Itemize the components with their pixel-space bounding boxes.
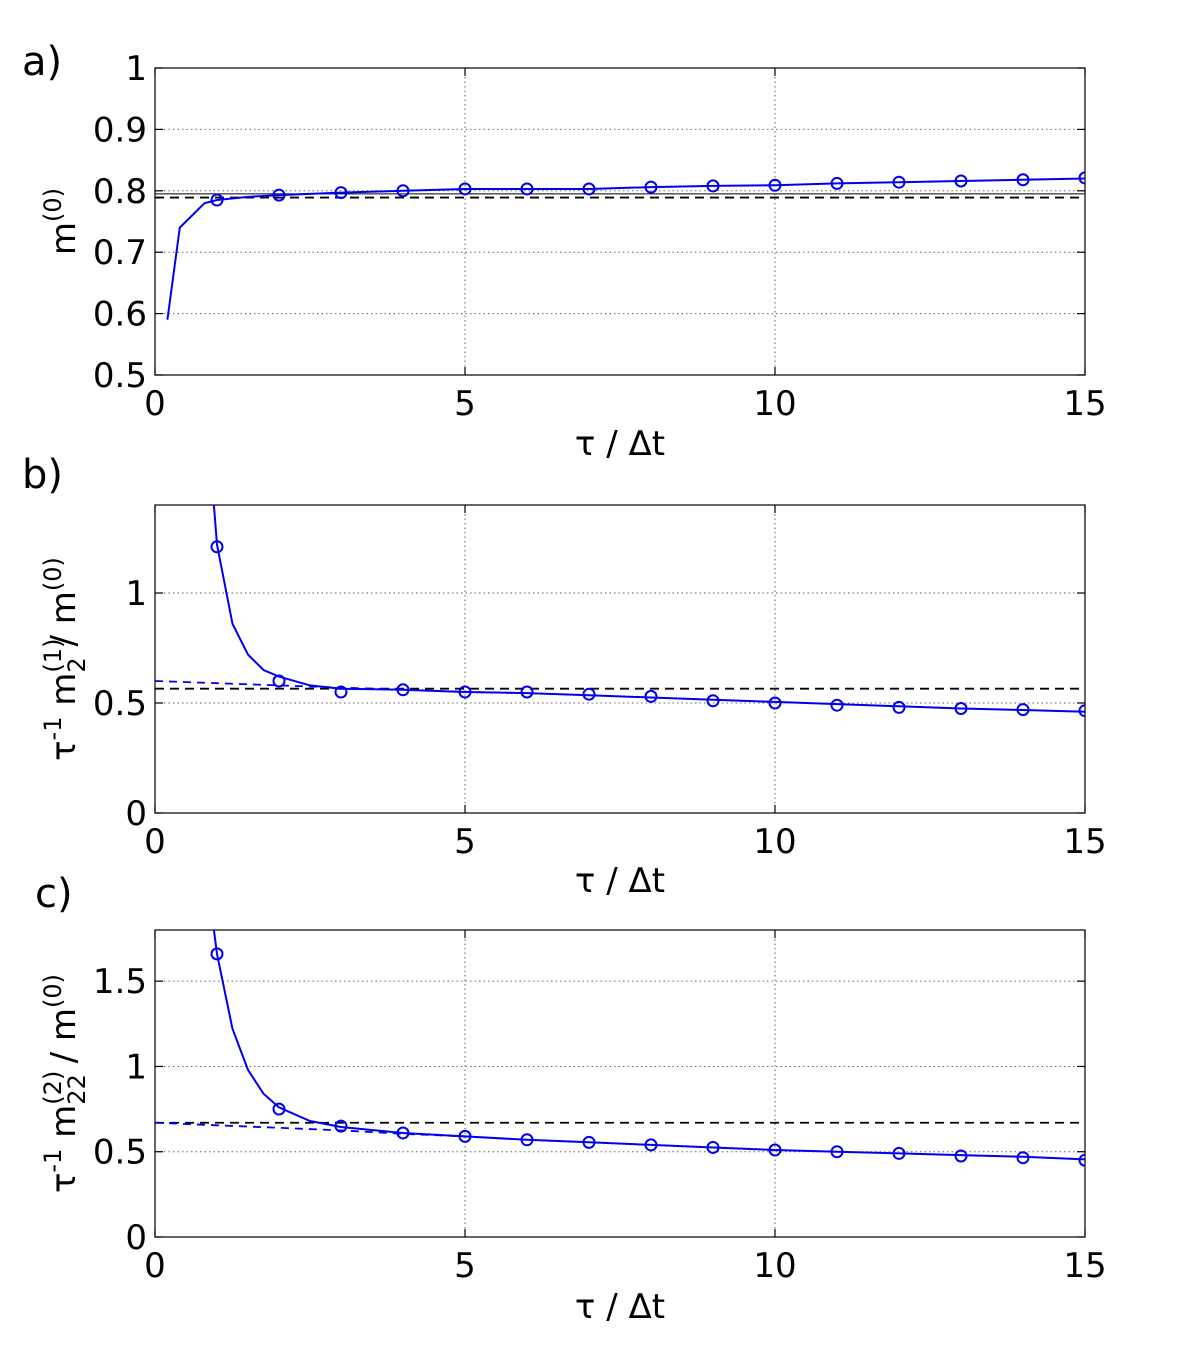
data-point [582,182,596,196]
x-tick-label: 10 [753,1246,796,1286]
y-tick-label: 0 [125,794,147,834]
data-point [768,696,782,710]
y-tick-label: 0.6 [93,295,147,335]
y-tick-label: 0.5 [93,356,147,396]
y-tick-label: 0.5 [93,684,147,724]
data-point [458,685,472,699]
data-point [644,689,658,703]
y-tick-label: 0.8 [93,172,147,212]
x-tick-label: 0 [144,384,166,424]
extrapolation-line [155,1121,466,1138]
x-tick-label: 10 [753,384,796,424]
y-tick-label: 1 [125,1047,147,1087]
data-point [954,702,968,715]
series-line [212,930,1085,1161]
data-point [644,1138,658,1152]
data-point [706,694,720,708]
plot-frame [154,67,1086,376]
plot-frame [154,929,1086,1238]
y-axis-label: τ-1 m(1)2 / m(0) [39,557,91,761]
series-line [166,177,1085,320]
y-tick-label: 1 [125,49,147,89]
data-point [210,947,224,961]
y-tick-label: 1 [125,574,147,614]
data-point [1016,703,1030,717]
x-axis-label: τ / Δt [575,861,665,901]
data-point [520,1133,534,1147]
data-point [520,685,534,699]
plot-frame [154,504,1086,814]
y-tick-label: 0.5 [93,1133,147,1173]
x-tick-label: 15 [1063,1246,1106,1286]
data-point [892,175,906,189]
data-point [210,540,224,554]
data-point [334,685,348,699]
data-point [582,1135,596,1149]
y-tick-label: 0 [125,1218,147,1258]
data-point [458,1129,472,1143]
chart-panel-2: 0 5 10 15 0 0.5 1 τ / Δt τ-1 m(1)2 / m(0) b) [22,452,1107,901]
data-point [706,1140,720,1154]
data-point [830,1145,844,1159]
data-point [768,1143,782,1157]
data-point [1078,171,1085,185]
data-point [396,1126,410,1140]
panel-label: c) [35,871,73,917]
data-point [210,193,224,207]
y-tick-label: 0.9 [93,110,147,150]
data-point [954,174,968,188]
data-point [706,179,720,193]
y-axis-label: τ-1 m(2)22 / m(0) [39,974,91,1193]
data-point [644,180,658,194]
data-point [1078,1153,1085,1167]
x-tick-label: 0 [144,822,166,862]
data-point [768,178,782,192]
x-tick-label: 15 [1063,822,1106,862]
chart-panel-1: 0 5 10 15 0.5 0.6 0.7 0.8 0.9 1 τ / Δt m(0) a) [22,39,1107,464]
x-tick-label: 5 [454,822,476,862]
x-tick-label: 0 [144,1246,166,1286]
data-point [892,1146,906,1160]
data-point [272,1102,286,1116]
x-axis-label: τ / Δt [575,424,665,464]
data-point [830,698,844,712]
x-tick-label: 15 [1063,384,1106,424]
data-point [582,687,596,701]
x-axis-label: τ / Δt [575,1287,665,1327]
x-tick-label: 10 [753,822,796,862]
extrapolation-line [155,680,528,694]
y-tick-label: 0.7 [93,233,147,273]
data-area [155,171,1085,320]
data-point [1078,704,1085,718]
x-tick-label: 5 [454,384,476,424]
y-tick-label: 1.5 [93,962,147,1002]
data-area [155,505,1085,718]
series-line [212,505,1085,713]
panel-label: b) [22,452,63,498]
y-axis-label: m(0) [39,188,84,255]
panel-label: a) [22,39,62,85]
chart-panel-3: 0 5 10 15 0 0.5 1 1.5 τ / Δt τ-1 m(2)22 / m(0) c) [35,871,1107,1327]
data-point [954,1149,968,1163]
data-point [272,188,286,202]
data-point [272,674,286,688]
data-point [520,182,534,196]
data-point [892,700,906,714]
data-point [458,182,472,196]
data-point [396,683,410,697]
x-tick-label: 5 [454,1246,476,1286]
data-point [1016,1151,1030,1165]
data-point [396,184,410,198]
data-area [155,930,1085,1167]
data-point [830,176,844,190]
data-point [334,186,348,200]
data-point [1016,173,1030,187]
data-point [334,1119,348,1133]
